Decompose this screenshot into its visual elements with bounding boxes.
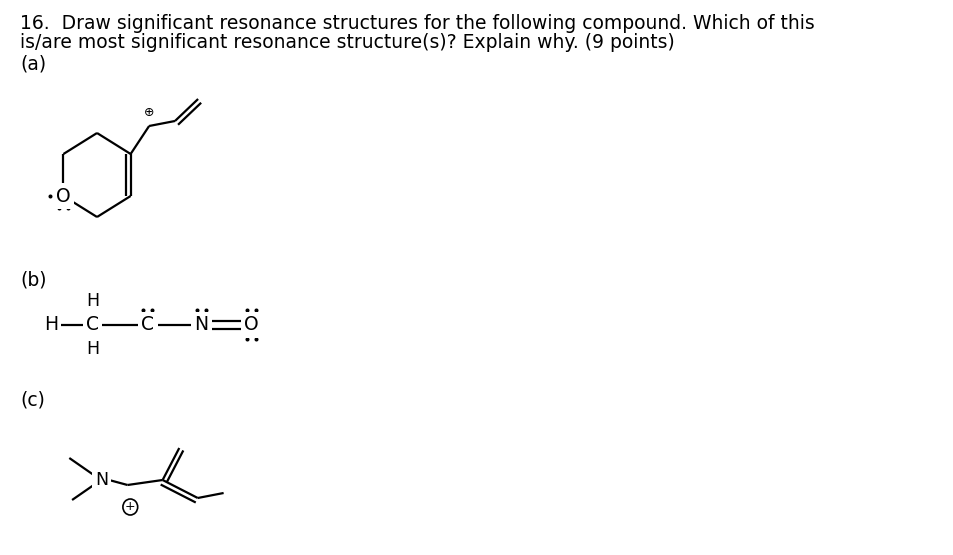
- Text: H: H: [86, 292, 99, 310]
- Text: H: H: [44, 315, 58, 335]
- Text: +: +: [125, 501, 135, 513]
- Text: 16.  Draw significant resonance structures for the following compound. Which of : 16. Draw significant resonance structure…: [20, 14, 814, 33]
- Text: is/are most significant resonance structure(s)? Explain why. (9 points): is/are most significant resonance struct…: [20, 33, 675, 52]
- Text: O: O: [244, 315, 258, 335]
- Text: N: N: [95, 471, 108, 489]
- Text: C: C: [86, 315, 99, 335]
- Text: H: H: [86, 340, 99, 358]
- Text: O: O: [56, 186, 71, 205]
- Text: N: N: [194, 315, 209, 335]
- Text: (a): (a): [20, 55, 47, 74]
- Text: ⊕: ⊕: [144, 105, 154, 119]
- Text: (b): (b): [20, 270, 47, 289]
- Text: C: C: [141, 315, 154, 335]
- Text: (c): (c): [20, 390, 45, 409]
